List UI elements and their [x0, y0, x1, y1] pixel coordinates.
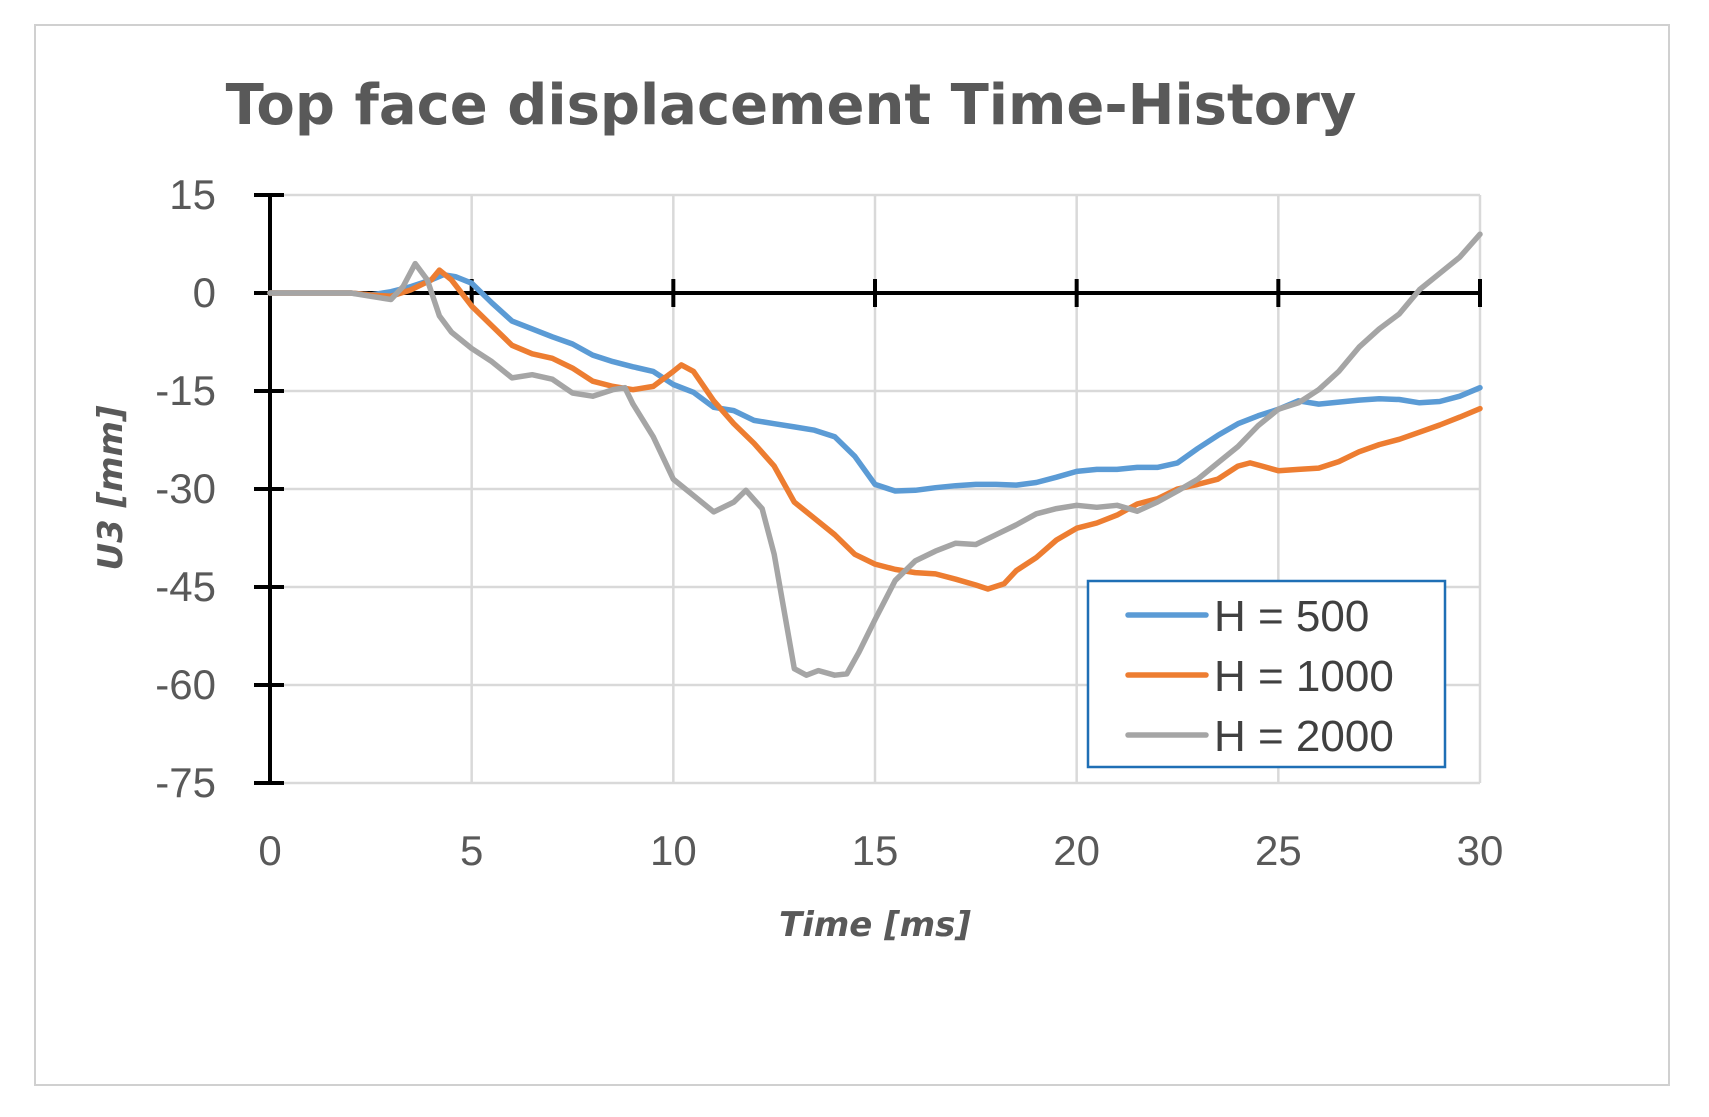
tick-labels: 15 0 -15 -30 -45 -60 -75 0 5 10 15 20 25 30: [155, 171, 1503, 874]
x-tick-label: 30: [1457, 827, 1504, 874]
y-tick-label: 0: [193, 269, 216, 316]
y-tick-label: -60: [155, 661, 216, 708]
series-line-2: [267, 267, 1483, 592]
x-tick-label: 5: [460, 827, 483, 874]
series-line-3: [267, 231, 1483, 678]
y-tick-label: -75: [155, 759, 216, 806]
y-tick-label: -15: [155, 367, 216, 414]
y-tick-label: -30: [155, 465, 216, 512]
y-tick-label: 15: [169, 171, 216, 218]
x-tick-label: 25: [1255, 827, 1302, 874]
legend-label-1: H = 500: [1214, 592, 1369, 641]
x-tick-label: 15: [852, 827, 899, 874]
chart-frame: Top face displacement Time-History 15 0 -1…: [34, 24, 1670, 1086]
y-tick-label: -45: [155, 563, 216, 610]
x-tick-label: 10: [650, 827, 697, 874]
chart-title: Top face displacement Time-History: [226, 73, 1357, 138]
line-chart: Top face displacement Time-History 15 0 -1…: [91, 73, 1503, 945]
legend-label-2: H = 1000: [1214, 652, 1394, 701]
x-tick-label: 0: [258, 827, 281, 874]
legend-label-3: H = 2000: [1214, 712, 1394, 761]
legend: H = 500 H = 1000 H = 2000: [1086, 579, 1447, 769]
x-axis-title: Time [ms]: [779, 905, 971, 945]
x-tick-label: 20: [1053, 827, 1100, 874]
y-axis-title: U3 [mm]: [91, 405, 131, 570]
series-lines: [267, 231, 1483, 678]
